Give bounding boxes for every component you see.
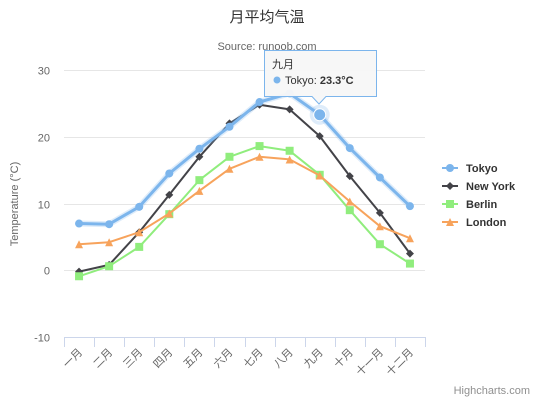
data-point-new-york[interactable] (405, 249, 414, 258)
tooltip-series-name: Tokyo (285, 75, 314, 87)
data-point-berlin[interactable] (225, 152, 234, 161)
y-tick-label: 0 (44, 266, 50, 278)
data-point-london[interactable] (375, 222, 384, 231)
data-point-london[interactable] (255, 152, 264, 161)
y-axis-tick-labels: -10 0 10 20 30 (34, 66, 50, 345)
legend-label: New York (466, 181, 516, 193)
tooltip-box (264, 50, 377, 105)
data-point-london[interactable] (75, 240, 84, 249)
legend-marker-new-york (446, 182, 454, 190)
data-point-berlin[interactable] (75, 272, 84, 281)
data-point-berlin[interactable] (285, 146, 294, 155)
x-tick-label: 六月 (211, 346, 236, 371)
tooltip-separator: : (314, 75, 320, 87)
data-point-berlin[interactable] (135, 242, 144, 251)
x-tick-label: 二月 (91, 347, 115, 371)
data-point-tokyo[interactable] (225, 122, 234, 131)
data-point-tokyo[interactable] (255, 98, 264, 107)
tooltip: 九月 Tokyo: 23.3°C (264, 50, 377, 105)
y-axis-title: Temperature (°C) (9, 162, 21, 246)
y-tick-label: 10 (38, 200, 50, 212)
data-point-new-york[interactable] (375, 208, 384, 217)
data-point-berlin[interactable] (375, 240, 384, 249)
data-point-new-york[interactable] (165, 190, 174, 199)
data-point-berlin[interactable] (195, 176, 204, 185)
x-tick-label: 四月 (151, 347, 175, 371)
legend-marker-berlin (446, 200, 454, 208)
data-point-berlin[interactable] (345, 206, 354, 215)
legend-item-new-york[interactable]: New York (442, 181, 516, 193)
x-tick-label: 七月 (241, 346, 266, 371)
series-london (75, 152, 414, 249)
chart-title: 月平均气温 (229, 9, 304, 26)
x-tick-label: 八月 (272, 347, 296, 371)
data-point-hovered[interactable] (313, 108, 327, 122)
series-line-berlin[interactable] (78, 145, 411, 278)
data-point-london[interactable] (105, 238, 114, 247)
data-point-new-york[interactable] (345, 172, 354, 181)
x-tick-label: 九月 (301, 346, 326, 371)
credits[interactable]: Highcharts.com (454, 385, 530, 397)
data-point-tokyo[interactable] (105, 220, 114, 229)
tooltip-series-dot (273, 76, 281, 84)
data-point-london[interactable] (285, 155, 294, 164)
legend-item-tokyo[interactable]: Tokyo (442, 163, 498, 175)
series-line-tokyo[interactable] (78, 91, 412, 226)
series-tokyo (75, 89, 414, 229)
tooltip-title: 九月 (272, 58, 294, 71)
data-point-new-york[interactable] (315, 132, 324, 141)
series-line-london[interactable] (78, 155, 411, 246)
x-tick-label: 一月 (61, 347, 85, 371)
data-point-london[interactable] (195, 186, 204, 195)
x-tick-label: 十二月 (383, 345, 416, 378)
x-tick-label: 五月 (181, 347, 205, 371)
data-point-tokyo[interactable] (135, 202, 144, 211)
y-tick-label: 20 (38, 133, 50, 145)
legend-label: Berlin (466, 199, 497, 211)
data-point-new-york[interactable] (195, 152, 204, 161)
data-point-berlin[interactable] (405, 259, 414, 268)
data-point-tokyo[interactable] (195, 144, 204, 153)
data-point-london[interactable] (225, 164, 234, 173)
legend-label: Tokyo (466, 163, 498, 175)
x-axis-ticks (64, 337, 426, 347)
svg-text:Tokyo: 23.3°C: Tokyo: 23.3°C (285, 75, 354, 87)
tooltip-value: 23.3°C (320, 75, 354, 87)
legend-marker-london (446, 218, 454, 226)
data-point-london[interactable] (405, 234, 414, 243)
x-tick-label: 十一月 (353, 345, 386, 378)
series-line-new-york[interactable] (78, 103, 411, 273)
legend-label: London (466, 217, 507, 229)
legend: Tokyo New York Berlin London (442, 163, 516, 229)
legend-item-berlin[interactable]: Berlin (442, 199, 497, 211)
data-point-new-york[interactable] (285, 105, 294, 114)
data-point-london[interactable] (345, 197, 354, 206)
data-point-tokyo[interactable] (165, 169, 174, 178)
data-point-tokyo[interactable] (75, 219, 84, 228)
y-tick-label: 30 (38, 66, 50, 78)
y-tick-label: -10 (34, 333, 50, 345)
series-group (75, 89, 414, 281)
data-point-tokyo[interactable] (405, 202, 414, 211)
x-tick-label: 十月 (330, 345, 355, 370)
data-point-london[interactable] (165, 209, 174, 218)
data-point-berlin[interactable] (255, 142, 264, 151)
legend-item-london[interactable]: London (442, 217, 507, 229)
data-point-london[interactable] (315, 171, 324, 180)
series-new-york (75, 100, 414, 276)
legend-marker-tokyo (446, 164, 454, 172)
x-tick-label: 三月 (121, 347, 145, 371)
data-point-london[interactable] (135, 228, 144, 237)
data-point-tokyo[interactable] (345, 144, 354, 153)
data-point-berlin[interactable] (105, 262, 114, 271)
data-point-tokyo[interactable] (375, 173, 384, 182)
